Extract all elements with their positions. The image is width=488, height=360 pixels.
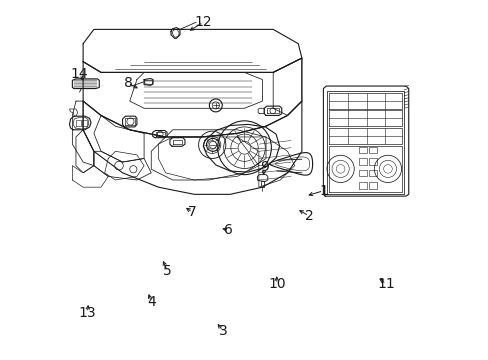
Bar	[359, 158, 366, 165]
Bar	[359, 147, 366, 153]
Text: 8: 8	[123, 76, 132, 90]
Bar	[359, 182, 366, 189]
Text: 7: 7	[188, 205, 197, 219]
Text: 2: 2	[304, 209, 313, 223]
Text: 10: 10	[267, 277, 285, 291]
Text: 14: 14	[71, 67, 88, 81]
Bar	[368, 158, 376, 165]
Text: 6: 6	[224, 223, 232, 237]
Text: 9: 9	[259, 161, 268, 175]
Bar	[359, 170, 366, 176]
Bar	[368, 182, 376, 189]
Text: 11: 11	[377, 277, 394, 291]
Text: 4: 4	[146, 295, 155, 309]
Text: 3: 3	[218, 324, 227, 338]
Bar	[368, 170, 376, 176]
Bar	[368, 147, 376, 153]
Text: 1: 1	[318, 184, 327, 198]
Text: 5: 5	[163, 265, 171, 278]
Text: 13: 13	[79, 306, 96, 320]
Text: 12: 12	[194, 15, 212, 29]
